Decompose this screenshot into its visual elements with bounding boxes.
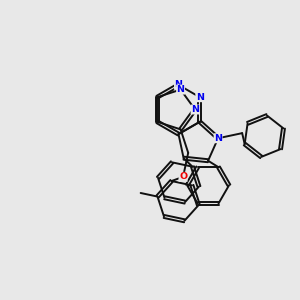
- Text: N: N: [191, 105, 199, 114]
- Text: O: O: [179, 172, 187, 182]
- Text: N: N: [214, 134, 222, 143]
- Text: N: N: [196, 93, 204, 102]
- Text: N: N: [177, 85, 184, 94]
- Text: N: N: [175, 80, 182, 89]
